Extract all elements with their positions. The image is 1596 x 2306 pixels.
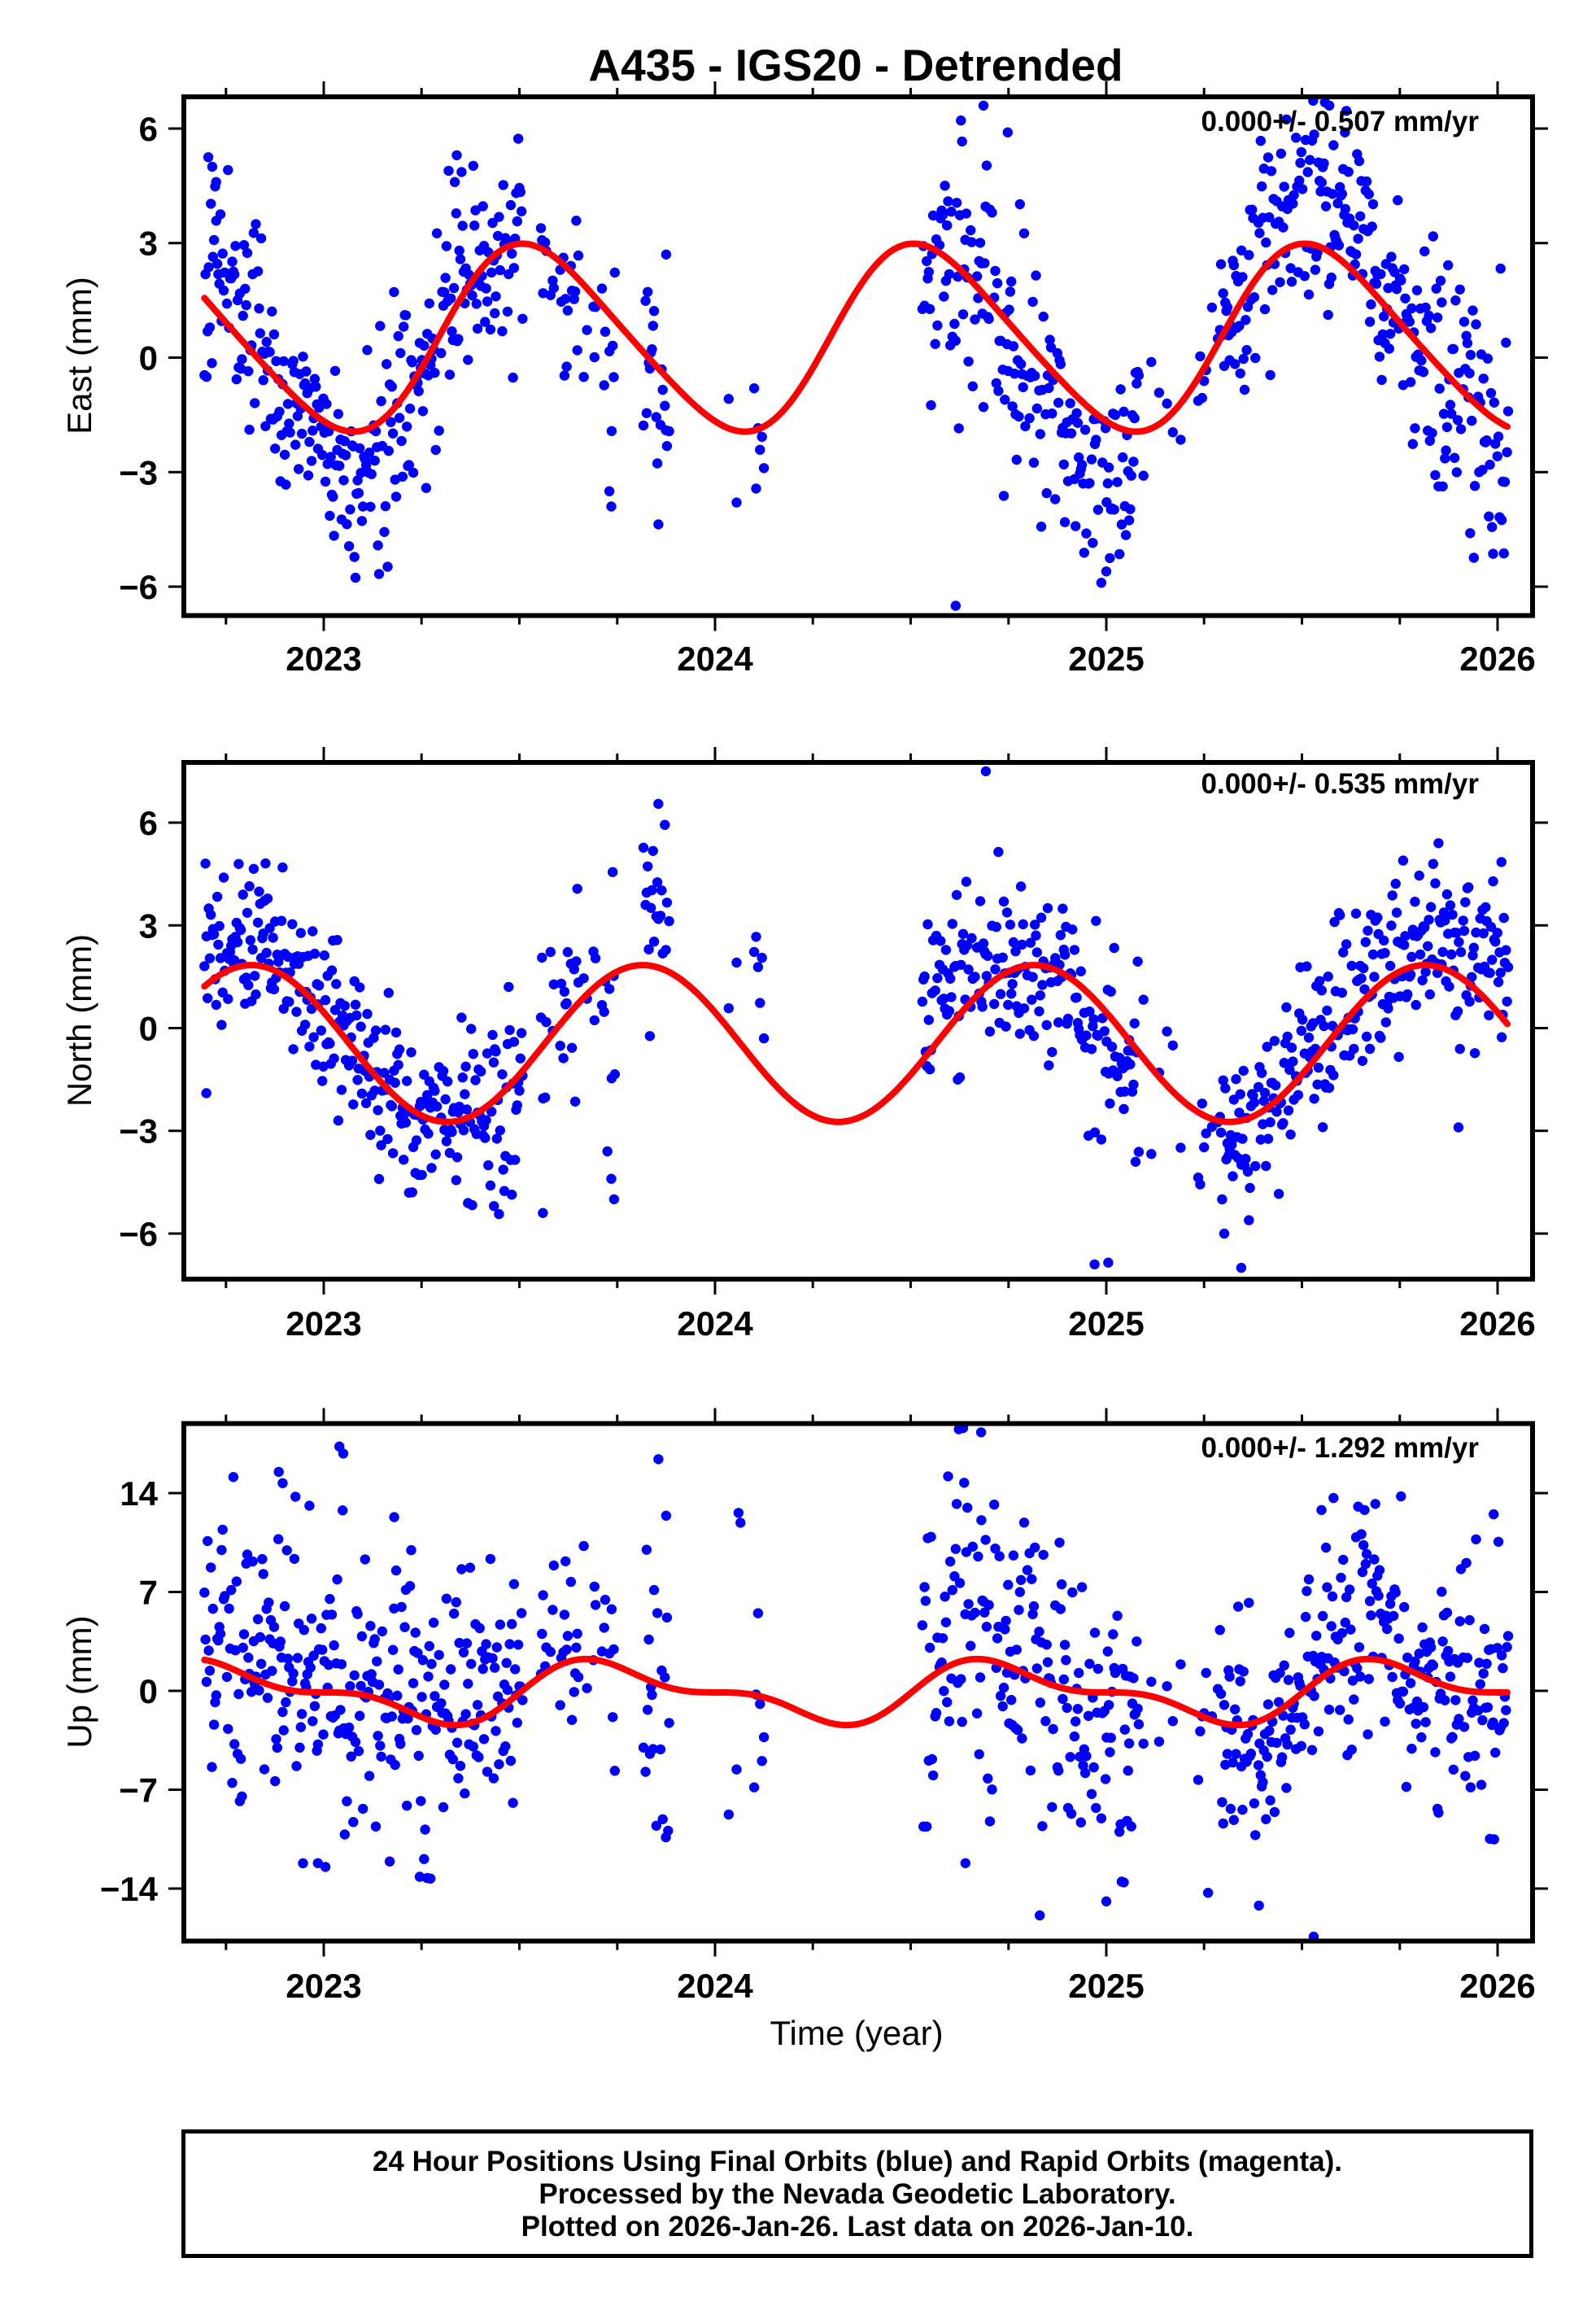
svg-text:2026: 2026 [1459,1967,1535,2005]
svg-text:0: 0 [139,1010,158,1048]
svg-text:2026: 2026 [1459,640,1535,678]
svg-text:Up (mm): Up (mm) [60,1615,98,1748]
svg-text:A435 - IGS20 - Detrended: A435 - IGS20 - Detrended [588,40,1123,90]
svg-text:3: 3 [139,906,158,945]
svg-text:2023: 2023 [286,1967,361,2005]
svg-text:East (mm): East (mm) [60,277,98,435]
svg-text:6: 6 [139,804,158,842]
svg-text:0.000+/- 0.535 mm/yr: 0.000+/- 0.535 mm/yr [1201,768,1480,800]
svg-text:2025: 2025 [1068,1967,1144,2005]
svg-text:2023: 2023 [286,1304,361,1343]
svg-text:2023: 2023 [286,640,361,678]
svg-text:Plotted on 2026-Jan-26. Last d: Plotted on 2026-Jan-26. Last data on 202… [521,2211,1194,2243]
svg-text:−6: −6 [119,1215,158,1253]
svg-text:0: 0 [139,339,158,378]
svg-text:0: 0 [139,1672,158,1710]
svg-text:−3: −3 [119,453,158,491]
svg-text:2024: 2024 [677,1304,753,1343]
svg-text:−6: −6 [119,568,158,606]
svg-text:−7: −7 [119,1771,158,1810]
svg-text:7: 7 [139,1574,158,1612]
svg-text:24 Hour Positions Using Final: 24 Hour Positions Using Final Orbits (bl… [373,2146,1342,2177]
svg-text:Time (year): Time (year) [770,2014,943,2052]
svg-text:0.000+/- 1.292 mm/yr: 0.000+/- 1.292 mm/yr [1201,1432,1480,1464]
svg-text:2024: 2024 [677,640,753,678]
svg-text:2024: 2024 [677,1967,753,2005]
svg-text:6: 6 [139,110,158,148]
svg-text:North (mm): North (mm) [60,934,98,1107]
svg-text:3: 3 [139,225,158,263]
svg-text:2025: 2025 [1068,1304,1144,1343]
svg-text:−14: −14 [100,1870,159,1908]
svg-text:14: 14 [120,1474,158,1513]
svg-text:2026: 2026 [1459,1304,1535,1343]
svg-text:0.000+/- 0.507 mm/yr: 0.000+/- 0.507 mm/yr [1201,106,1480,138]
svg-text:−3: −3 [119,1112,158,1151]
svg-text:2025: 2025 [1068,640,1144,678]
svg-text:Processed by the Nevada Geodet: Processed by the Nevada Geodetic Laborat… [539,2178,1175,2210]
